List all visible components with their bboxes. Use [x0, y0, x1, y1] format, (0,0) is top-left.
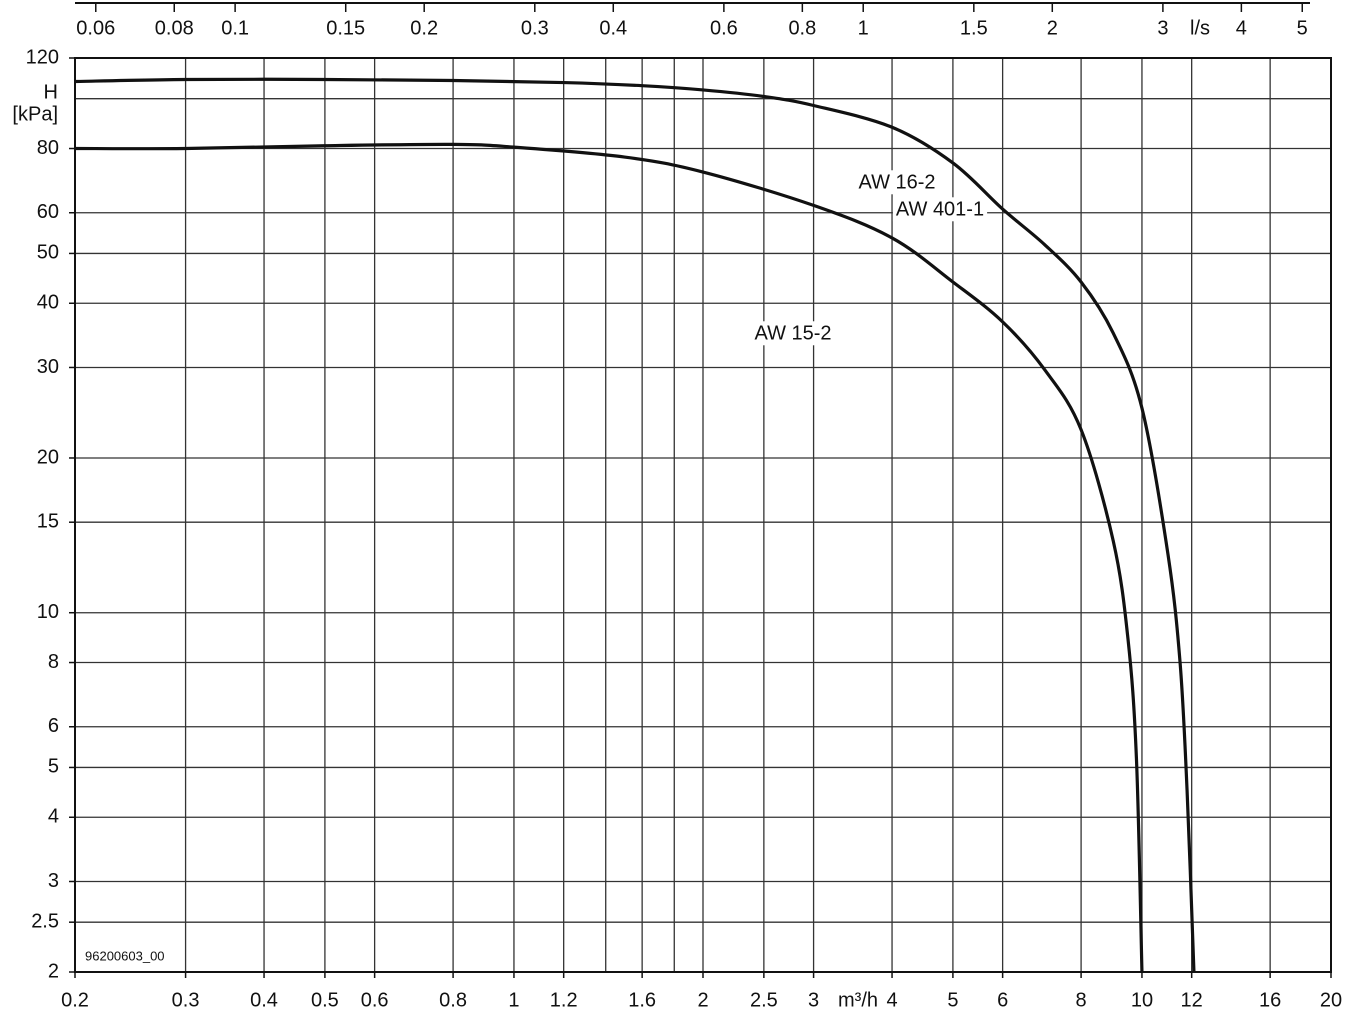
x-tick-label: 0.4 — [250, 989, 278, 1011]
y-tick-label: 20 — [37, 446, 59, 468]
y-tick-label: 30 — [37, 356, 59, 378]
x-tick-label: 16 — [1259, 989, 1281, 1011]
y-tick-label: 8 — [48, 651, 59, 673]
x-tick-label: 2.5 — [750, 989, 778, 1011]
y-axis-label: H — [44, 81, 58, 103]
x-tick-label: 0.2 — [61, 989, 89, 1011]
x-tick-label: 20 — [1320, 989, 1342, 1011]
curve-label-background — [751, 321, 835, 346]
y-tick-label: 80 — [37, 137, 59, 159]
curve — [74, 142, 1144, 973]
y-tick-label: 4 — [48, 806, 59, 828]
x-tick-label: 1.2 — [550, 989, 578, 1011]
x-tick-label: 0.3 — [172, 989, 200, 1011]
y-tick-label: 120 — [26, 46, 59, 68]
curve-label-background — [855, 170, 939, 195]
x2-tick-label: 0.15 — [326, 17, 365, 39]
x-tick-label: 0.6 — [361, 989, 389, 1011]
y-tick-label: 40 — [37, 292, 59, 314]
x-tick-label: 3 — [808, 989, 819, 1011]
x-tick-label: 8 — [1076, 989, 1087, 1011]
x2-tick-label: 0.1 — [221, 17, 249, 39]
x2-tick-label: 5 — [1297, 17, 1308, 39]
x2-tick-label: 2 — [1047, 17, 1058, 39]
y-tick-label: 3 — [48, 870, 59, 892]
y-tick-label: 2.5 — [31, 910, 59, 932]
y-tick-label: 6 — [48, 715, 59, 737]
y-tick-label: 15 — [37, 510, 59, 532]
x-tick-label: 0.5 — [311, 989, 339, 1011]
x-tick-label: 12 — [1181, 989, 1203, 1011]
x2-tick-label: 0.3 — [521, 17, 549, 39]
curve-label: AW 16-2 — [858, 171, 935, 193]
x2-tick-label: 0.08 — [155, 17, 194, 39]
y-tick-label: 60 — [37, 201, 59, 223]
y-axis-unit: [kPa] — [12, 103, 58, 125]
y-tick-label: 2 — [48, 960, 59, 982]
curve-label: AW 15-2 — [754, 322, 831, 344]
x2-tick-label: 0.06 — [76, 17, 115, 39]
x-tick-label: 10 — [1131, 989, 1153, 1011]
y-tick-label: 5 — [48, 756, 59, 778]
x2-tick-label: 0.8 — [788, 17, 816, 39]
drawing-code: 96200603_00 — [85, 948, 165, 963]
x-axis-unit: m³/h — [838, 989, 878, 1011]
x-tick-label: 0.8 — [439, 989, 467, 1011]
x2-tick-label: 3 — [1157, 17, 1168, 39]
x2-tick-label: 1 — [858, 17, 869, 39]
x2-tick-label: 4 — [1236, 17, 1247, 39]
x-tick-label: 1.6 — [628, 989, 656, 1011]
x-tick-label: 6 — [997, 989, 1008, 1011]
x-tick-label: 4 — [886, 989, 897, 1011]
curve-label: AW 401-1 — [896, 198, 984, 220]
x2-axis-unit: l/s — [1190, 17, 1210, 39]
x-tick-label: 5 — [947, 989, 958, 1011]
x-tick-label: 1 — [508, 989, 519, 1011]
x-tick-label: 2 — [697, 989, 708, 1011]
x2-tick-label: 0.4 — [599, 17, 627, 39]
x2-tick-label: 0.6 — [710, 17, 738, 39]
y-tick-label: 10 — [37, 601, 59, 623]
x2-tick-label: 1.5 — [960, 17, 988, 39]
y-tick-label: 50 — [37, 242, 59, 264]
curve — [74, 77, 1196, 973]
curve-label-background — [892, 197, 988, 222]
x2-tick-label: 0.2 — [410, 17, 438, 39]
